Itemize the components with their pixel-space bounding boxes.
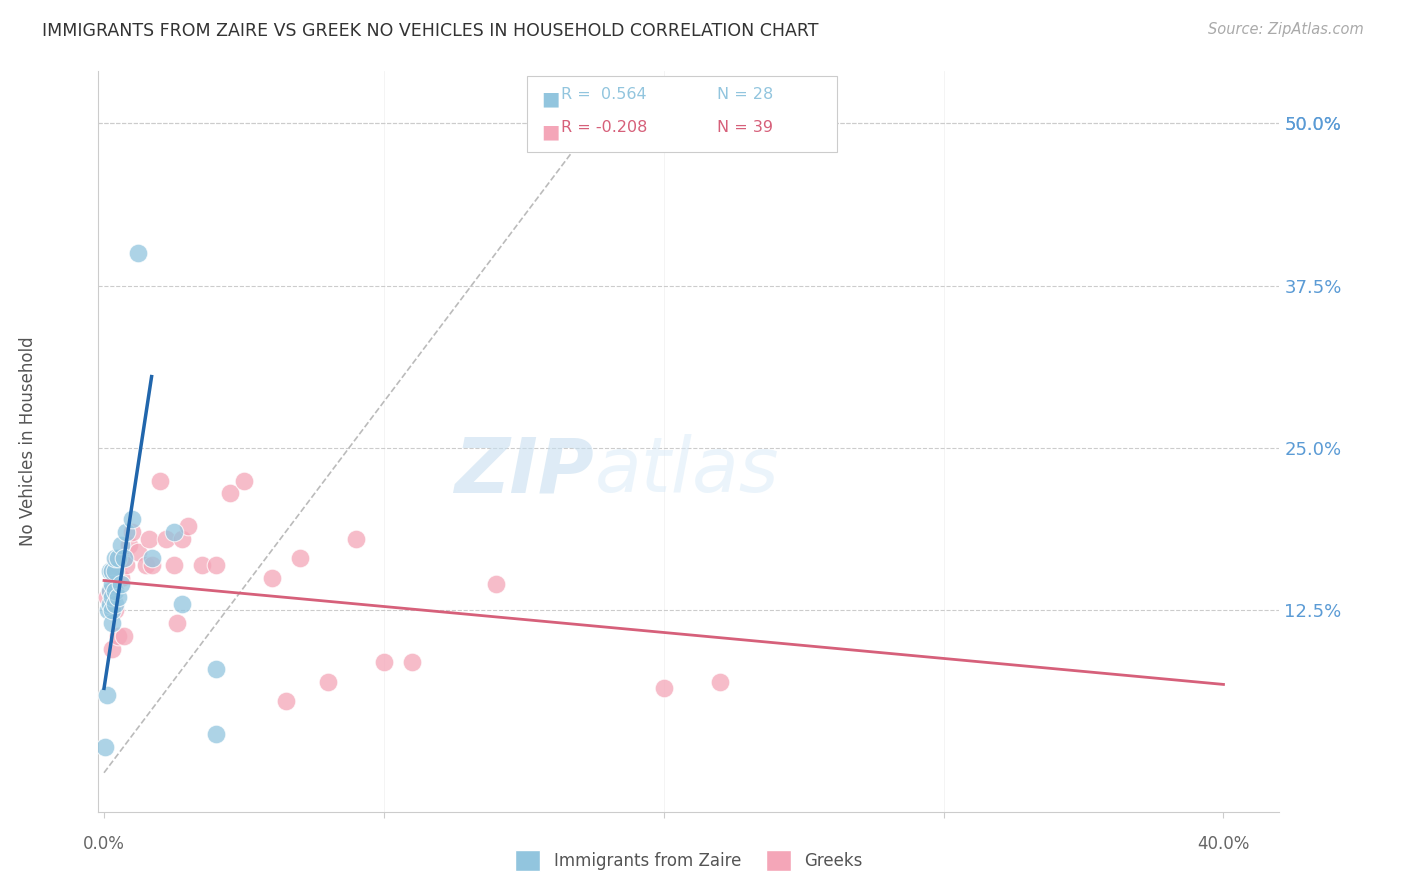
- Point: [104, 597, 127, 611]
- Point: [118, 538, 141, 552]
- Point: [112, 629, 135, 643]
- Point: [166, 616, 188, 631]
- Point: [155, 532, 177, 546]
- Text: IMMIGRANTS FROM ZAIRE VS GREEK NO VEHICLES IN HOUSEHOLD CORRELATION CHART: IMMIGRANTS FROM ZAIRE VS GREEK NO VEHICL…: [42, 22, 818, 40]
- Point: [127, 545, 149, 559]
- Point: [127, 246, 149, 260]
- Point: [101, 603, 124, 617]
- Point: [104, 603, 127, 617]
- Point: [163, 558, 186, 572]
- Point: [652, 681, 675, 696]
- Point: [138, 532, 160, 546]
- Point: [98, 583, 121, 598]
- Legend: Immigrants from Zaire, Greeks: Immigrants from Zaire, Greeks: [509, 844, 869, 878]
- Point: [135, 558, 157, 572]
- Point: [96, 688, 118, 702]
- Text: ■: ■: [541, 122, 560, 141]
- Point: [110, 577, 132, 591]
- Point: [101, 565, 124, 579]
- Text: N = 39: N = 39: [717, 120, 773, 136]
- Point: [110, 571, 132, 585]
- Point: [172, 597, 194, 611]
- Point: [233, 474, 256, 488]
- Point: [149, 474, 172, 488]
- Point: [96, 591, 118, 605]
- Point: [104, 558, 127, 572]
- Point: [107, 558, 129, 572]
- Point: [107, 591, 129, 605]
- Point: [191, 558, 214, 572]
- Point: [141, 551, 163, 566]
- Point: [101, 577, 124, 591]
- Point: [112, 551, 135, 566]
- Point: [107, 629, 129, 643]
- Point: [98, 583, 121, 598]
- Point: [101, 642, 124, 657]
- Point: [205, 662, 228, 676]
- Point: [104, 551, 127, 566]
- Point: [101, 565, 124, 579]
- Point: [288, 551, 311, 566]
- Point: [101, 591, 124, 605]
- Point: [709, 674, 731, 689]
- Text: 40.0%: 40.0%: [1198, 835, 1250, 853]
- Point: [260, 571, 283, 585]
- Text: 0.0%: 0.0%: [83, 835, 125, 853]
- Text: R = -0.208: R = -0.208: [561, 120, 647, 136]
- Point: [401, 656, 423, 670]
- Point: [107, 551, 129, 566]
- Point: [316, 674, 339, 689]
- Point: [94, 739, 117, 754]
- Point: [104, 565, 127, 579]
- Point: [163, 525, 186, 540]
- Point: [121, 512, 143, 526]
- Point: [115, 525, 138, 540]
- Point: [97, 603, 120, 617]
- Text: No Vehicles in Household: No Vehicles in Household: [18, 336, 37, 547]
- Point: [177, 519, 200, 533]
- Point: [485, 577, 508, 591]
- Point: [344, 532, 367, 546]
- Point: [121, 525, 143, 540]
- Point: [98, 597, 121, 611]
- Text: R =  0.564: R = 0.564: [561, 87, 647, 103]
- Point: [205, 727, 228, 741]
- Point: [98, 565, 121, 579]
- Point: [115, 558, 138, 572]
- Text: N = 28: N = 28: [717, 87, 773, 103]
- Point: [112, 551, 135, 566]
- Text: ■: ■: [541, 89, 560, 108]
- Point: [101, 616, 124, 631]
- Text: atlas: atlas: [595, 434, 779, 508]
- Point: [110, 538, 132, 552]
- Point: [205, 558, 228, 572]
- Text: ZIP: ZIP: [454, 434, 595, 508]
- Point: [110, 551, 132, 566]
- Text: Source: ZipAtlas.com: Source: ZipAtlas.com: [1208, 22, 1364, 37]
- Point: [172, 532, 194, 546]
- Point: [141, 558, 163, 572]
- Point: [373, 656, 395, 670]
- Point: [274, 694, 297, 708]
- Point: [219, 486, 242, 500]
- Point: [104, 583, 127, 598]
